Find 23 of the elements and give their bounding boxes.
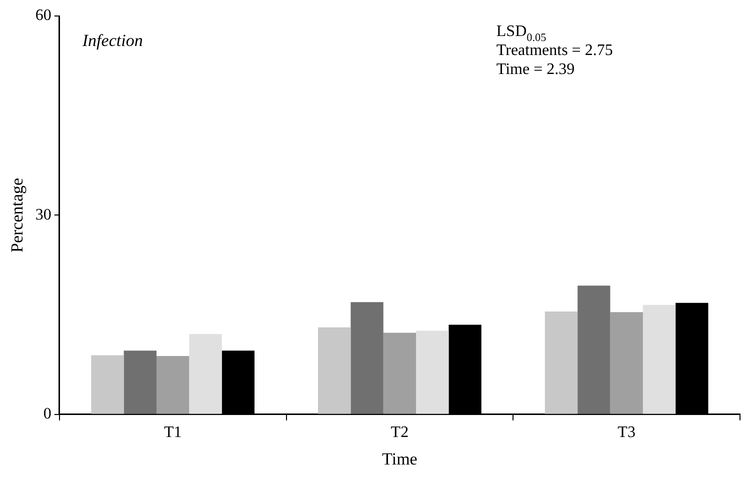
y-tick-label: 0	[43, 406, 52, 423]
bar	[416, 330, 449, 414]
bar	[642, 304, 676, 414]
y-tick-label: 60	[35, 7, 52, 24]
bar	[578, 286, 610, 414]
bar	[350, 302, 384, 414]
x-tick-label: T2	[390, 424, 409, 442]
bar	[544, 311, 578, 414]
x-tick-label: T3	[618, 424, 636, 442]
annotation: Treatments = 2.75	[496, 42, 613, 59]
x-tick-label: T1	[164, 424, 182, 442]
bar	[91, 355, 124, 414]
bar	[189, 334, 222, 414]
annotation: Infection	[81, 31, 143, 50]
y-tick-label: 30	[35, 206, 52, 224]
bar	[124, 350, 156, 414]
bar	[610, 312, 643, 414]
bar	[383, 332, 416, 414]
annotation: Time = 2.39	[496, 61, 575, 78]
y-axis-title: Percentage	[8, 178, 27, 252]
bar	[156, 356, 190, 414]
x-axis-title: Time	[382, 449, 418, 468]
bar	[318, 327, 351, 414]
